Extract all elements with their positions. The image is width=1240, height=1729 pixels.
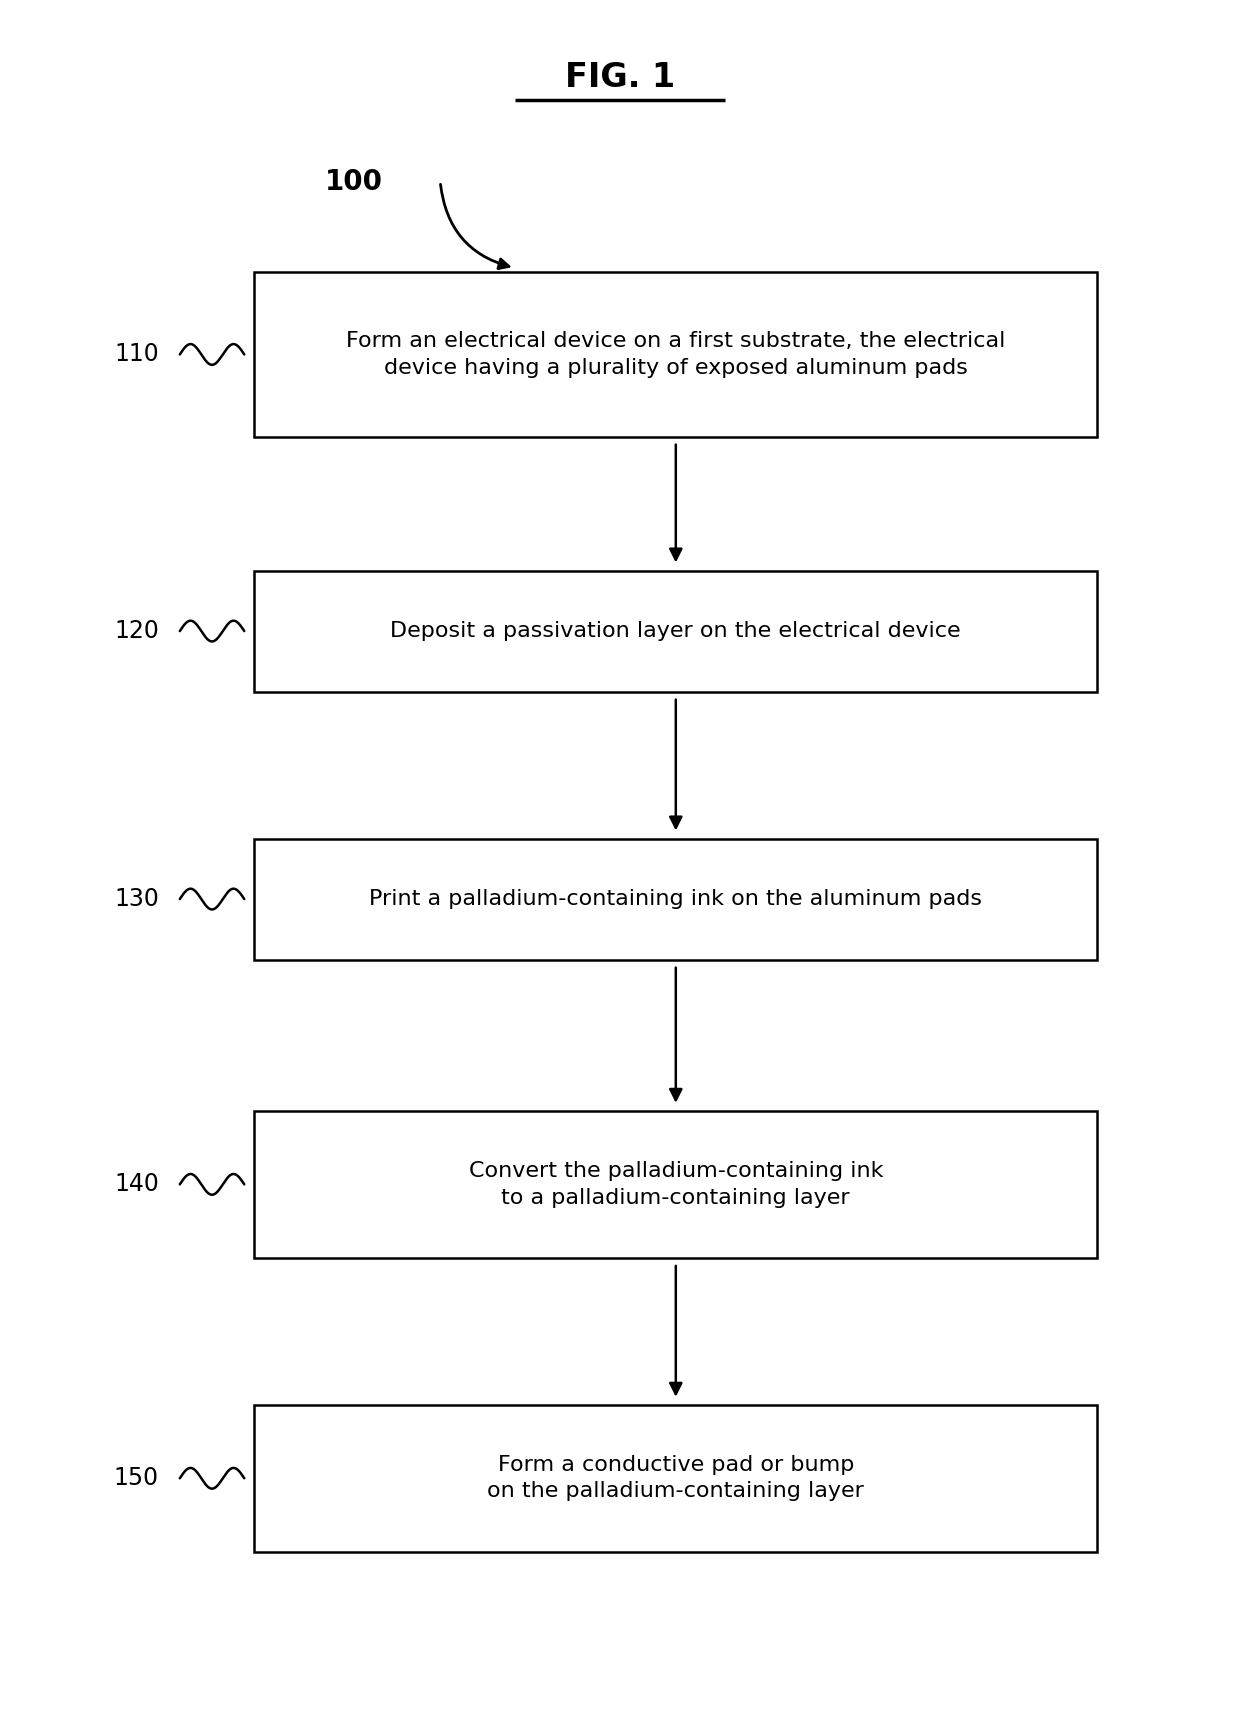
Text: 140: 140	[114, 1172, 159, 1196]
Text: FIG. 1: FIG. 1	[565, 61, 675, 95]
Text: Convert the palladium-containing ink
to a palladium-containing layer: Convert the palladium-containing ink to …	[469, 1162, 883, 1207]
Text: Deposit a passivation layer on the electrical device: Deposit a passivation layer on the elect…	[391, 621, 961, 641]
Text: 130: 130	[114, 887, 159, 911]
Text: Form a conductive pad or bump
on the palladium-containing layer: Form a conductive pad or bump on the pal…	[487, 1456, 864, 1501]
Text: Print a palladium-containing ink on the aluminum pads: Print a palladium-containing ink on the …	[370, 889, 982, 909]
Bar	[254, 1112, 1097, 1259]
Bar	[254, 273, 1097, 437]
Text: 110: 110	[114, 342, 159, 367]
Text: 100: 100	[325, 168, 382, 195]
Bar	[254, 571, 1097, 692]
Text: 120: 120	[114, 619, 159, 643]
Text: 150: 150	[114, 1466, 159, 1490]
Text: Form an electrical device on a first substrate, the electrical
device having a p: Form an electrical device on a first sub…	[346, 332, 1006, 377]
Bar	[254, 1404, 1097, 1553]
Bar	[254, 839, 1097, 960]
